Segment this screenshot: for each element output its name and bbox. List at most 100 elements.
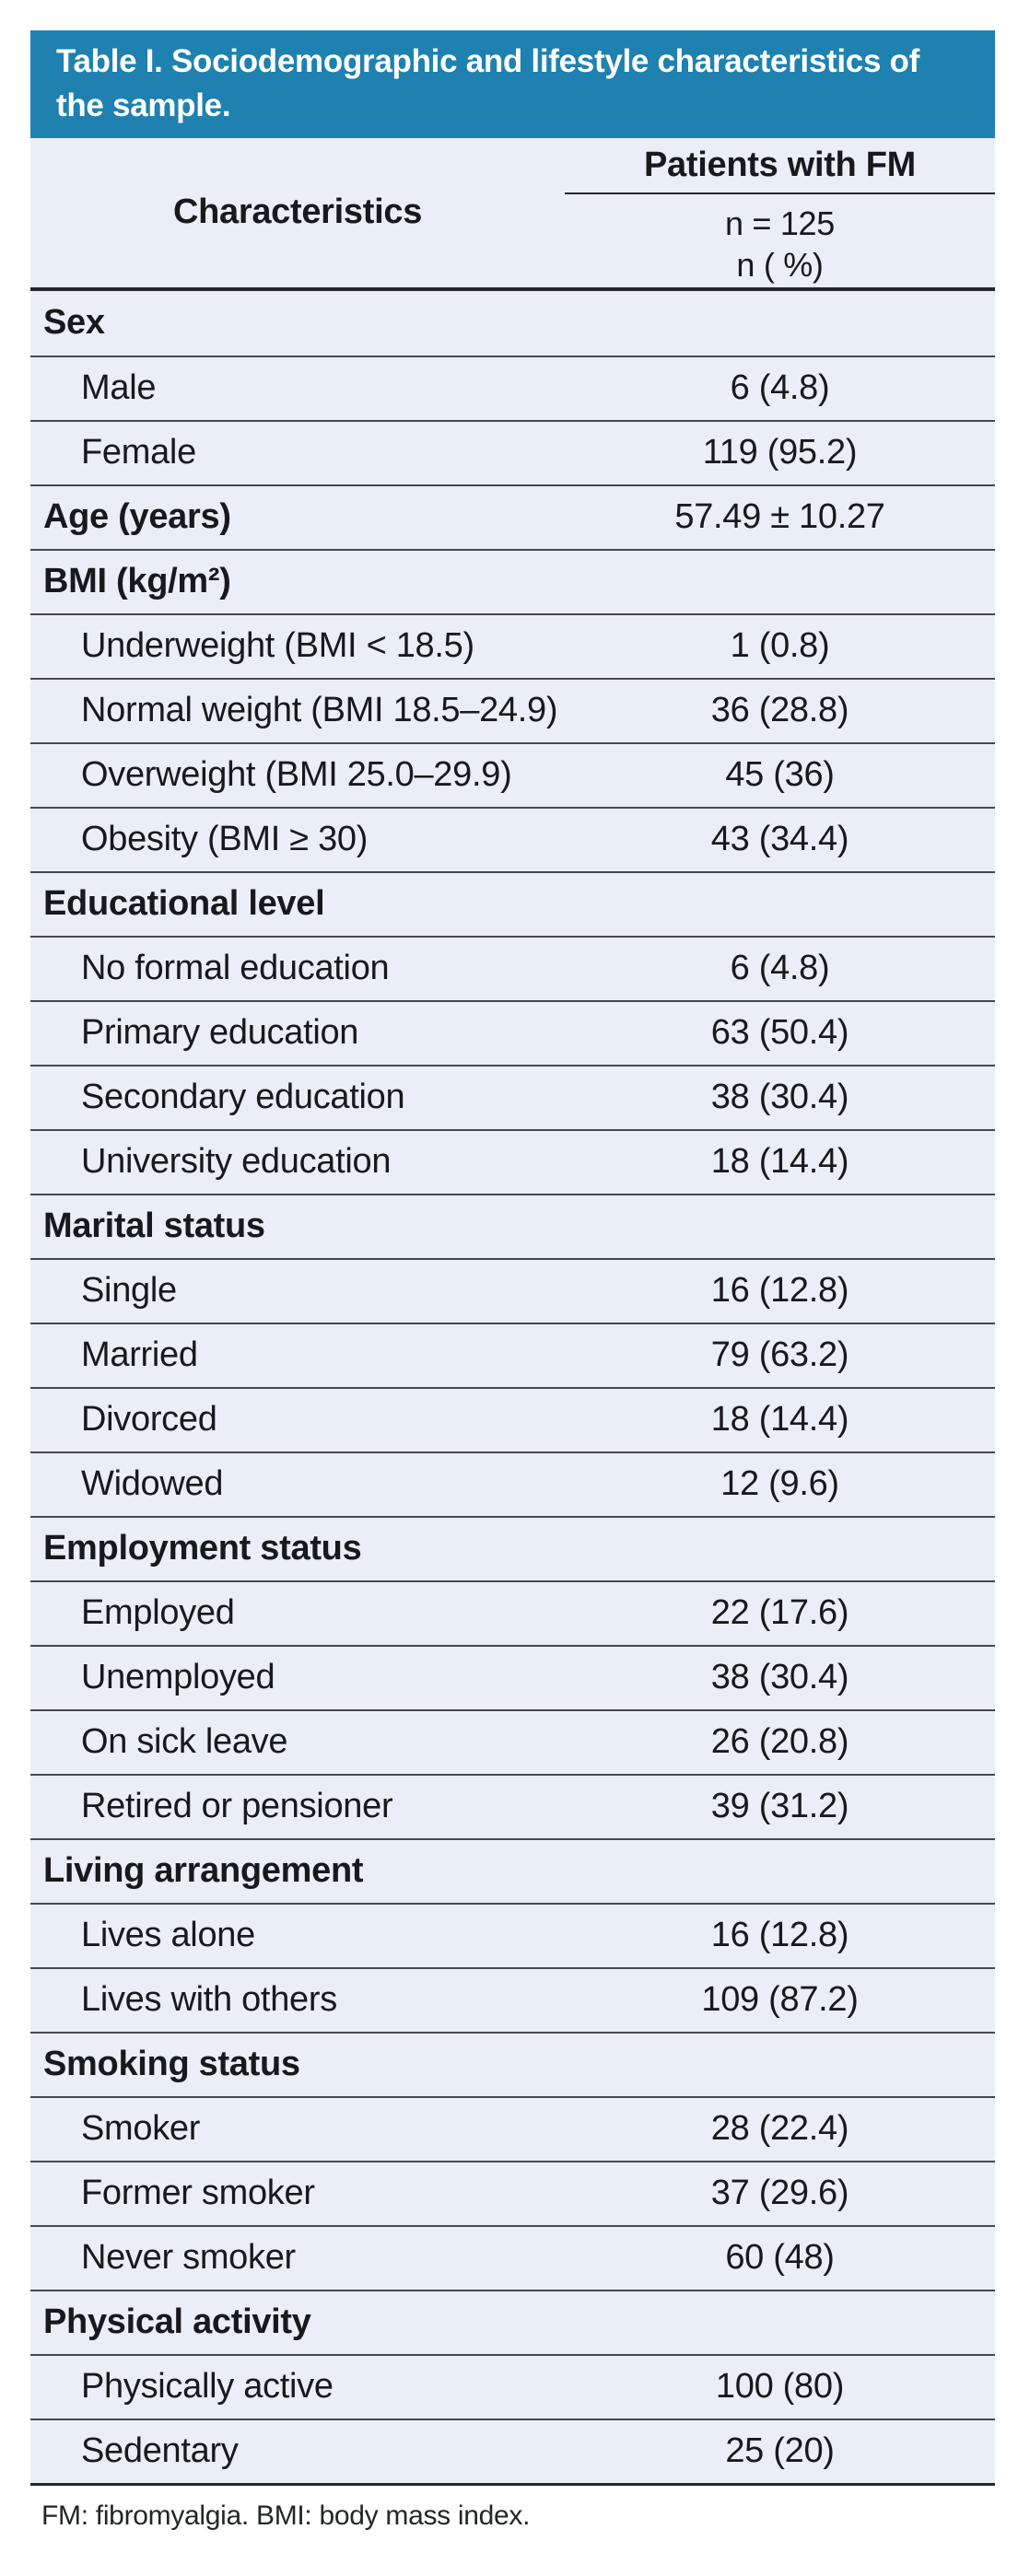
table-footnote: FM: fibromyalgia. BMI: body mass index. — [41, 2500, 531, 2531]
row-label: Widowed — [81, 1464, 224, 1504]
table-row: Living arrangement — [30, 1837, 995, 1903]
row-label: Single — [81, 1271, 177, 1311]
table-row: Sex — [30, 290, 995, 356]
row-value: 109 (87.2) — [701, 1980, 859, 2020]
table-row: Sedentary 25 (20) — [30, 2418, 995, 2483]
table-row: Secondary education 38 (30.4) — [30, 1064, 995, 1129]
row-value: 26 (20.8) — [710, 1722, 849, 1762]
row-label: Never smoker — [81, 2238, 296, 2278]
table-row: No formal education 6 (4.8) — [30, 935, 995, 1000]
table-row: Widowed 12 (9.6) — [30, 1451, 995, 1516]
row-label: Female — [81, 433, 196, 472]
row-label: Living arrangement — [43, 1851, 364, 1891]
row-label: Educational level — [43, 884, 325, 924]
row-label: Divorced — [81, 1400, 217, 1440]
row-value — [565, 1518, 995, 1580]
row-label: Underweight (BMI < 18.5) — [81, 626, 474, 666]
row-value: 16 (12.8) — [710, 1916, 849, 1955]
table-title: Table I. Sociodemographic and lifestyle … — [56, 43, 919, 124]
row-value: 63 (50.4) — [710, 1013, 849, 1053]
row-label: Physically active — [81, 2367, 334, 2407]
row-value: 38 (30.4) — [710, 1658, 849, 1697]
table-row: BMI (kg/m²) — [30, 548, 995, 613]
table-row: Overweight (BMI 25.0–29.9) 45 (36) — [30, 741, 995, 807]
table-row: Married 79 (63.2) — [30, 1322, 995, 1387]
row-label: Smoker — [81, 2109, 201, 2149]
table-row: Normal weight (BMI 18.5–24.9) 36 (28.8) — [30, 677, 995, 742]
row-label: Marital status — [43, 1206, 265, 1246]
row-value — [565, 1840, 995, 1903]
row-label: Male — [81, 368, 157, 408]
row-value: 18 (14.4) — [710, 1142, 849, 1182]
characteristics-label: Characteristics — [172, 192, 423, 232]
row-value — [565, 291, 995, 356]
row-label: Retired or pensioner — [81, 1787, 393, 1826]
row-value: 36 (28.8) — [710, 691, 849, 730]
row-label: Lives alone — [81, 1916, 255, 1955]
table-row: Unemployed 38 (30.4) — [30, 1644, 995, 1709]
row-value: 45 (36) — [725, 755, 835, 795]
table-header: Characteristics Patients with FM n = 125… — [30, 137, 995, 291]
table-row: Primary education 63 (50.4) — [30, 999, 995, 1065]
row-label: Unemployed — [81, 1658, 275, 1697]
row-value: 119 (95.2) — [702, 433, 858, 472]
table-row: Lives with others 109 (87.2) — [30, 1966, 995, 2032]
row-value: 6 (4.8) — [730, 368, 830, 408]
row-value: 25 (20) — [725, 2431, 835, 2471]
row-label: Sedentary — [81, 2431, 239, 2471]
table-row: Never smoker 60 (48) — [30, 2224, 995, 2290]
row-label: Smoking status — [43, 2045, 300, 2084]
table-row: Employment status — [30, 1515, 995, 1580]
row-value — [565, 551, 995, 613]
table-row: Educational level — [30, 870, 995, 936]
table-row: Physically active 100 (80) — [30, 2353, 995, 2419]
row-label: Secondary education — [81, 1078, 405, 1117]
row-value — [565, 2291, 995, 2354]
row-label: On sick leave — [81, 1722, 288, 1762]
row-label: Primary education — [81, 1013, 359, 1053]
row-value: 38 (30.4) — [710, 1078, 849, 1117]
column-header-characteristics: Characteristics — [30, 138, 565, 287]
row-label: Age (years) — [43, 497, 231, 537]
row-label: BMI (kg/m²) — [43, 562, 231, 601]
unit-line: n ( %) — [565, 243, 995, 287]
column-header-patients: Patients with FM n = 125 n ( %) — [565, 138, 995, 287]
group-header: Patients with FM — [565, 138, 995, 194]
table-row: On sick leave 26 (20.8) — [30, 1708, 995, 1774]
row-label: Obesity (BMI ≥ 30) — [81, 820, 369, 859]
sample-size-line: n = 125 — [565, 194, 995, 243]
table-row: Lives alone 16 (12.8) — [30, 1902, 995, 1967]
row-value: 6 (4.8) — [730, 949, 830, 988]
table-row: Age (years) 57.49 ± 10.27 — [30, 484, 995, 549]
table-row: Smoking status — [30, 2031, 995, 2096]
row-label: Physical activity — [43, 2302, 311, 2342]
table-container: Table I. Sociodemographic and lifestyle … — [30, 30, 995, 2532]
table-row: Divorced 18 (14.4) — [30, 1386, 995, 1451]
table-row: Smoker 28 (22.4) — [30, 2095, 995, 2161]
row-label: Normal weight (BMI 18.5–24.9) — [81, 691, 558, 730]
row-label: University education — [81, 1142, 392, 1182]
unit-label: n ( %) — [736, 245, 824, 284]
row-value — [565, 1195, 995, 1258]
row-value: 57.49 ± 10.27 — [674, 497, 885, 537]
row-value: 39 (31.2) — [710, 1787, 849, 1826]
table-row: Female 119 (95.2) — [30, 419, 995, 484]
table-title-bar: Table I. Sociodemographic and lifestyle … — [30, 30, 995, 138]
row-value: 28 (22.4) — [710, 2109, 849, 2149]
row-value: 1 (0.8) — [730, 626, 830, 666]
row-label: Employment status — [43, 1529, 362, 1568]
row-value: 100 (80) — [715, 2367, 845, 2407]
row-label: Former smoker — [81, 2174, 315, 2213]
row-value: 79 (63.2) — [710, 1335, 849, 1375]
group-header-label: Patients with FM — [644, 145, 916, 184]
sample-size-label: n = 125 — [724, 204, 835, 242]
table-row: University education 18 (14.4) — [30, 1128, 995, 1194]
table-row: Marital status — [30, 1193, 995, 1258]
table-row: Single 16 (12.8) — [30, 1257, 995, 1323]
row-value: 37 (29.6) — [710, 2174, 849, 2213]
row-label: No formal education — [81, 949, 390, 988]
table-row: Former smoker 37 (29.6) — [30, 2160, 995, 2225]
row-label: Married — [81, 1335, 198, 1375]
table-row: Obesity (BMI ≥ 30) 43 (34.4) — [30, 806, 995, 871]
table-row: Male 6 (4.8) — [30, 355, 995, 420]
